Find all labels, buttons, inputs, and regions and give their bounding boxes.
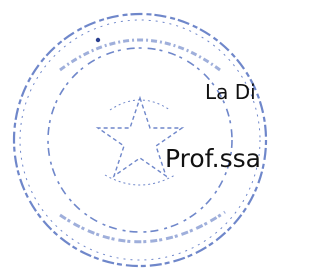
stamp-outer-ring-inner xyxy=(20,20,260,260)
document-page: La Di Prof.ssa xyxy=(0,0,272,274)
signature-title: Prof.ssa xyxy=(165,144,261,173)
stamp-dot xyxy=(96,38,100,42)
stamp-upper-lettering xyxy=(60,40,220,70)
stamp xyxy=(0,0,272,274)
stamp-lower-lettering xyxy=(60,212,225,242)
signature-role: La Di xyxy=(205,80,256,104)
stamp-inner-ring xyxy=(48,48,232,232)
stamp-outer-ring xyxy=(14,14,266,266)
